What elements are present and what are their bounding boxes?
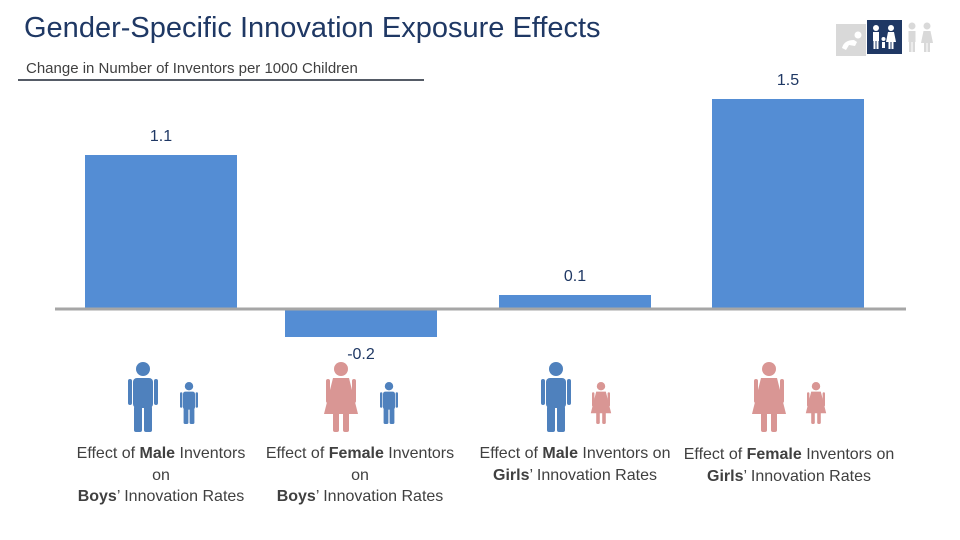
male-adult-icon bbox=[541, 362, 571, 432]
category-label-part: Male bbox=[139, 445, 176, 462]
category-label-part: Girls bbox=[707, 467, 744, 485]
category-label-1: Effect of Male Inventors on Boys’ Innovat… bbox=[56, 443, 266, 508]
category-label-3: Effect of Male Inventors on Girls’ Innova… bbox=[469, 443, 681, 486]
category-label-part: ’ Innovation Rates bbox=[116, 488, 245, 505]
parent-child-icon bbox=[908, 22, 933, 52]
category-label-part: Inventors on bbox=[152, 445, 246, 484]
bar-value-label-4: 1.5 bbox=[777, 72, 799, 89]
boy-icon bbox=[380, 382, 398, 424]
category-label-part: Boys bbox=[276, 488, 316, 505]
bar-value-label-1: 1.1 bbox=[150, 128, 172, 145]
category-label-part: Girls bbox=[493, 466, 530, 484]
female-adult-icon bbox=[324, 362, 358, 432]
bar-value-label-2: -0.2 bbox=[347, 346, 375, 363]
category-label-part: Effect of bbox=[479, 445, 543, 462]
category-label-part: ’ Innovation Rates bbox=[315, 488, 444, 505]
page-title: Gender-Specific Innovation Exposure Effe… bbox=[24, 12, 601, 44]
category-label-part: Effect of bbox=[76, 445, 140, 462]
bar-4 bbox=[712, 99, 864, 309]
girl-icon bbox=[590, 382, 612, 424]
bar-1 bbox=[85, 155, 237, 309]
female-adult-icon bbox=[752, 362, 786, 432]
bar-2 bbox=[285, 309, 437, 337]
family-icon bbox=[867, 20, 902, 54]
category-label-part: ’ Innovation Rates bbox=[743, 467, 871, 485]
category-label-part: Female bbox=[328, 445, 384, 462]
girl-icon bbox=[805, 382, 827, 424]
male-adult-icon bbox=[128, 362, 158, 432]
chart-subtitle: Change in Number of Inventors per 1000 C… bbox=[26, 60, 358, 77]
category-label-part: Inventors on bbox=[351, 445, 455, 484]
baby-crawling-icon bbox=[836, 24, 866, 56]
category-label-part: Inventors on bbox=[577, 445, 671, 462]
category-label-4: Effect of Female Inventors on Girls’ Inno… bbox=[683, 444, 895, 487]
category-label-part: Female bbox=[746, 446, 802, 463]
category-label-part: ’ Innovation Rates bbox=[529, 466, 657, 484]
category-label-2: Effect of Female Inventors on Boys’ Innov… bbox=[255, 443, 465, 508]
category-label-part: Boys bbox=[77, 488, 117, 505]
bar-value-label-3: 0.1 bbox=[564, 268, 586, 285]
category-label-part: Male bbox=[542, 445, 578, 462]
category-label-part: Inventors on bbox=[801, 446, 895, 463]
top-nav-icons bbox=[836, 20, 933, 56]
category-label-part: Effect of bbox=[265, 445, 329, 462]
bar-3 bbox=[499, 295, 651, 309]
category-label-part: Effect of bbox=[683, 446, 747, 463]
boy-icon bbox=[180, 382, 198, 424]
subtitle-underline bbox=[18, 79, 424, 81]
